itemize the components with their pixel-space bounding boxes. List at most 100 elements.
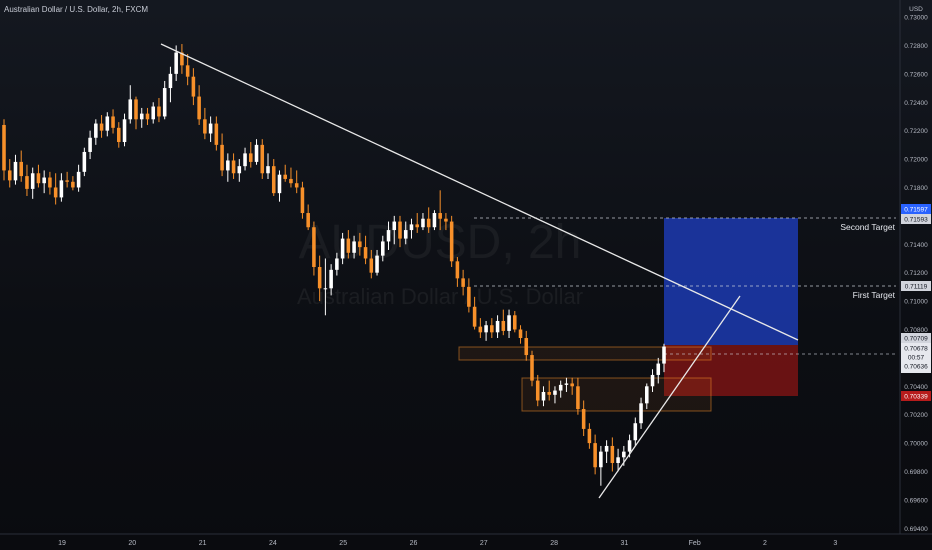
y-tick-label: 0.73000	[904, 15, 928, 22]
candle-body	[604, 445, 609, 452]
candle	[105, 112, 110, 137]
candle-body	[570, 383, 574, 387]
candle	[432, 210, 437, 231]
candle-body	[99, 123, 104, 131]
candle-body	[237, 166, 242, 174]
svg-text:0.70636: 0.70636	[904, 364, 928, 371]
candle-body	[426, 218, 431, 228]
svg-text:0.70709: 0.70709	[904, 336, 928, 343]
price-tag-first-target: 0.71119	[901, 281, 931, 291]
candle-body	[415, 224, 419, 228]
candle-body	[323, 288, 328, 290]
candle-body	[403, 230, 408, 239]
candle	[53, 173, 58, 205]
candle	[260, 139, 265, 179]
candle-body	[306, 213, 310, 228]
candle	[266, 153, 270, 179]
candle-body	[507, 315, 511, 331]
candle-body	[128, 99, 133, 120]
candle	[650, 369, 655, 392]
y-tick-label: 0.71800	[904, 185, 928, 192]
candle	[157, 97, 161, 123]
candle	[162, 80, 167, 120]
candle	[467, 278, 471, 313]
candle	[111, 109, 115, 134]
candle-body	[289, 178, 293, 184]
candle	[426, 207, 431, 233]
svg-text:0.71597: 0.71597	[904, 207, 928, 214]
candle	[472, 296, 477, 330]
y-tick-label: 0.70400	[904, 384, 928, 391]
candle-body	[421, 218, 425, 228]
candle	[30, 167, 35, 199]
x-tick-label: 2	[763, 540, 767, 547]
candle	[444, 213, 448, 231]
candle-body	[151, 106, 155, 120]
candle	[495, 315, 500, 339]
candle	[358, 232, 362, 256]
candle-body	[513, 315, 517, 330]
candle-body	[645, 386, 649, 404]
candle-body	[346, 238, 351, 253]
candle-body	[7, 170, 12, 181]
y-tick-label: 0.72000	[904, 157, 928, 164]
candle-body	[369, 258, 374, 273]
candle-body	[438, 213, 442, 219]
candle-body	[639, 403, 643, 424]
svg-text:0.70678: 0.70678	[904, 346, 928, 353]
y-tick-label: 0.72800	[904, 43, 928, 50]
candle-body	[266, 166, 270, 174]
candle	[576, 377, 580, 415]
candle-body	[174, 52, 178, 74]
candle-body	[633, 423, 638, 441]
y-tick-label: 0.72200	[904, 128, 928, 135]
candle-body	[363, 247, 368, 259]
candle	[71, 176, 75, 191]
price-tag-last-price: 0.70678 00:57 0.70636	[901, 343, 931, 373]
candle-body	[59, 180, 64, 198]
candle-body	[191, 76, 196, 97]
candle-body	[472, 306, 477, 327]
candle-body	[627, 440, 632, 452]
candle	[490, 318, 494, 339]
candle-body	[162, 88, 167, 117]
candle	[117, 122, 121, 148]
candle	[363, 235, 368, 265]
candle-body	[381, 241, 385, 256]
order-block-upper[interactable]	[458, 346, 712, 361]
candle	[421, 213, 425, 231]
candle	[122, 113, 127, 147]
price-tag-entry: 0.70709	[901, 333, 931, 343]
candle-body	[260, 144, 265, 174]
candle-body	[444, 218, 448, 222]
candle	[352, 235, 356, 259]
candle	[335, 252, 339, 276]
candle	[645, 383, 649, 410]
candle-body	[203, 119, 207, 134]
candle-body	[576, 386, 580, 410]
candle-body	[455, 261, 460, 279]
candle-body	[105, 116, 110, 131]
candle-body	[610, 445, 615, 463]
candle	[36, 164, 41, 188]
y-tick-label: 0.69400	[904, 526, 928, 533]
candle-body	[122, 119, 127, 143]
candle	[283, 164, 287, 182]
candle-body	[329, 269, 333, 289]
candle-body	[294, 183, 299, 188]
svg-text:00:57: 00:57	[908, 355, 925, 362]
candle-body	[271, 166, 276, 194]
y-axis-currency: USD	[909, 6, 923, 13]
downtrend-line[interactable]	[160, 43, 799, 341]
candle-body	[553, 390, 557, 395]
candle	[134, 96, 138, 130]
candle	[513, 311, 517, 333]
candle	[312, 221, 316, 276]
candle	[208, 116, 213, 143]
candle	[507, 309, 511, 339]
candle	[484, 320, 488, 341]
candle	[570, 377, 574, 395]
uptrend-line[interactable]	[598, 295, 741, 499]
